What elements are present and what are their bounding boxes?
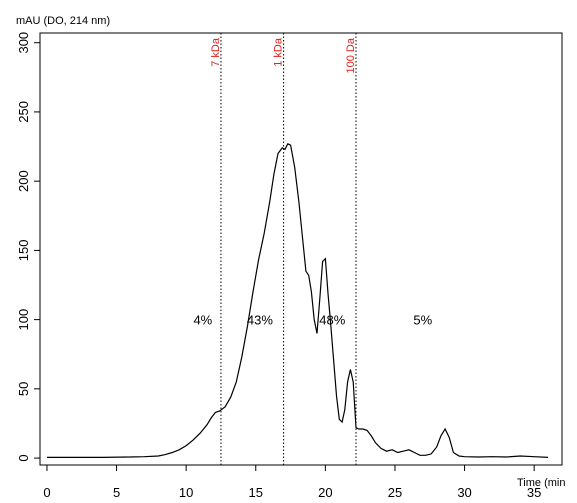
percent-label: 5%: [413, 313, 432, 328]
marker-label: 100 Da: [345, 37, 357, 73]
x-tick-label: 15: [249, 485, 263, 500]
percent-label: 43%: [247, 313, 273, 328]
x-tick-label: 20: [318, 485, 332, 500]
x-axis-label: Time (min: [517, 477, 565, 489]
percent-label: 4%: [193, 313, 212, 328]
plot-frame: [39, 32, 563, 466]
x-tick-label: 0: [43, 485, 50, 500]
x-tick-label: 10: [179, 485, 193, 500]
y-tick-label: 250: [16, 101, 31, 123]
x-tick-label: 25: [388, 485, 402, 500]
y-axis: 0 50 100 150 200 250 300: [16, 32, 40, 462]
x-tick-label: 5: [113, 485, 120, 500]
y-tick-label: 300: [16, 32, 31, 54]
percent-label: 48%: [319, 313, 345, 328]
marker-label: 1 kDa: [273, 37, 285, 67]
y-tick-label: 0: [16, 454, 31, 461]
y-tick-label: 100: [16, 309, 31, 331]
y-tick-label: 150: [16, 240, 31, 262]
x-tick-label: 35: [527, 485, 541, 500]
y-tick-label: 50: [16, 382, 31, 396]
percent-labels: 4% 43% 48% 5%: [193, 313, 432, 328]
x-axis: 0 5 10 15 20 25 30 35: [43, 465, 541, 500]
y-tick-label: 200: [16, 170, 31, 192]
marker-label: 7 kDa: [210, 37, 222, 67]
y-axis-label: mAU (DO, 214 nm): [16, 15, 110, 27]
molecular-weight-markers: 7 kDa 1 kDa 100 Da: [210, 33, 357, 465]
x-tick-label: 30: [457, 485, 471, 500]
chromatogram-trace: [47, 142, 549, 458]
